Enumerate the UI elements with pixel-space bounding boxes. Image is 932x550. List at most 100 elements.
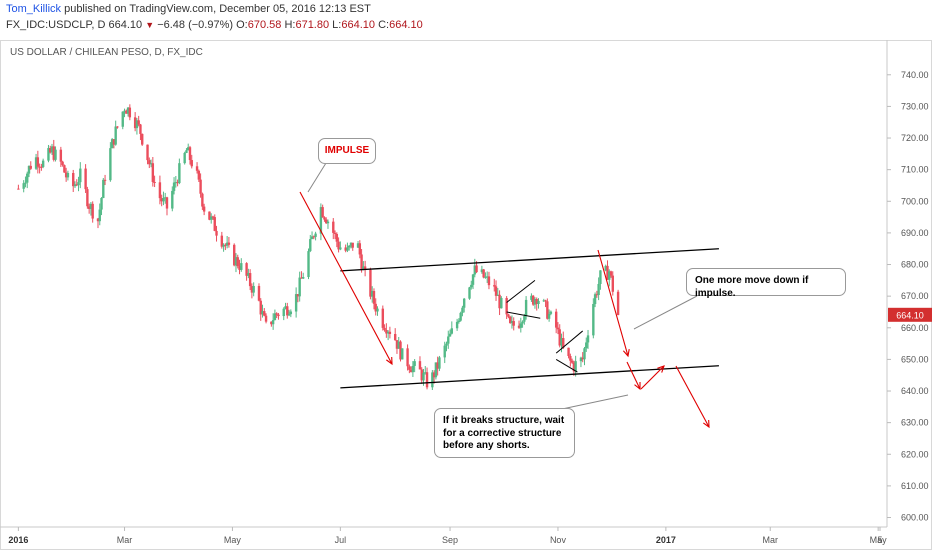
bear-candle-body xyxy=(91,203,94,219)
bull-candle-body xyxy=(41,160,45,167)
time-tick-label: 2016 xyxy=(8,535,28,545)
bear-candle-body xyxy=(325,219,328,224)
bull-candle-body xyxy=(66,172,70,178)
bull-candle-body xyxy=(468,287,471,299)
bear-candle-body xyxy=(395,340,399,349)
bull-candle-body xyxy=(457,320,461,322)
bear-candle-body xyxy=(36,157,40,167)
bear-candle-body xyxy=(300,277,303,279)
price-tick-label: 730.00 xyxy=(901,101,929,111)
bear-candle-body xyxy=(595,294,599,296)
bear-candle-body xyxy=(199,179,202,194)
bear-candle-body xyxy=(176,182,179,184)
bull-candle-body xyxy=(370,290,374,297)
bull-candle-body xyxy=(356,243,360,248)
bull-candle-body xyxy=(339,247,342,250)
bull-candle-body xyxy=(222,244,225,247)
bull-candle-body xyxy=(510,321,514,324)
bear-candle-body xyxy=(616,291,620,315)
bear-candle-body xyxy=(139,124,142,134)
bear-candle-body xyxy=(202,206,206,212)
bull-candle-body xyxy=(252,285,255,293)
price-tick-label: 600.00 xyxy=(901,513,929,523)
channel-lower-line xyxy=(340,365,719,389)
bull-candle-body xyxy=(289,311,293,315)
bear-candle-body xyxy=(64,172,68,178)
impulse-note[interactable]: IMPULSE xyxy=(318,138,376,164)
bull-candle-body xyxy=(149,163,153,165)
bull-candle-body xyxy=(47,148,50,161)
bull-candle-body xyxy=(500,297,503,309)
bull-candle-body xyxy=(455,321,459,329)
bull-candle-body xyxy=(89,203,93,209)
bear-candle-body xyxy=(141,133,144,145)
bull-candle-body xyxy=(307,251,310,278)
bear-candle-body xyxy=(146,144,149,161)
move-down-note[interactable]: One more move down if impulse. xyxy=(686,268,846,299)
close-value: 664.10 xyxy=(389,19,423,31)
bear-candle-body xyxy=(125,110,128,114)
price-tick-label: 650.00 xyxy=(901,354,929,364)
bear-candle-body xyxy=(248,273,252,287)
bear-candle-body xyxy=(420,369,423,381)
bear-candle-body xyxy=(432,372,436,378)
bull-candle-body xyxy=(98,209,101,222)
bear-candle-body xyxy=(409,369,413,373)
price-tick-label: 630.00 xyxy=(901,418,929,428)
high-value: 671.80 xyxy=(295,19,330,31)
wedge-line xyxy=(555,330,584,354)
bull-candle-body xyxy=(271,320,275,325)
bear-candle-body xyxy=(103,179,107,181)
bull-candle-body xyxy=(438,357,441,369)
bear-candle-body xyxy=(208,211,211,220)
bear-candle-body xyxy=(160,198,163,202)
bull-candle-body xyxy=(319,207,323,234)
bull-candle-body xyxy=(496,294,500,296)
bear-candle-body xyxy=(498,294,501,309)
bull-candle-body xyxy=(183,152,186,164)
bull-candle-body xyxy=(560,338,563,346)
bear-candle-body xyxy=(385,330,388,334)
bear-candle-body xyxy=(250,286,254,293)
bull-candle-body xyxy=(27,165,31,174)
callout-pointer xyxy=(307,162,327,193)
symbol-legend: FX_IDC:USDCLP, D 664.10 ▼ −6.48 (−0.97%)… xyxy=(6,19,423,31)
price-change: −6.48 (−0.97%) xyxy=(157,19,234,31)
price-tick-label: 740.00 xyxy=(901,70,929,80)
bull-candle-body xyxy=(314,233,317,237)
bear-candle-body xyxy=(257,285,261,301)
series-title: US DOLLAR / CHILEAN PESO, D, FX_IDC xyxy=(10,47,203,58)
continuation-down-arrow-head xyxy=(703,419,710,429)
bear-candle-body xyxy=(554,311,558,328)
bull-candle-body xyxy=(79,168,82,183)
bull-candle-body xyxy=(109,148,112,181)
bear-candle-body xyxy=(112,139,116,145)
bull-candle-body xyxy=(178,163,181,184)
low-label: L: xyxy=(332,19,342,31)
bull-candle-body xyxy=(326,221,330,224)
bull-candle-body xyxy=(302,277,305,279)
bear-candle-body xyxy=(52,146,55,160)
bear-candle-body xyxy=(263,311,266,316)
down-triangle-icon: ▼ xyxy=(145,20,155,30)
bull-candle-body xyxy=(443,345,446,358)
bear-candle-body xyxy=(87,206,91,209)
projected-down-arrow xyxy=(597,249,629,357)
bear-candle-body xyxy=(49,148,52,153)
bear-candle-body xyxy=(61,161,64,166)
bear-candle-body xyxy=(220,235,224,247)
bear-candle-body xyxy=(344,247,347,251)
bull-candle-body xyxy=(424,372,427,374)
bull-candle-body xyxy=(126,107,130,114)
bear-candle-body xyxy=(507,314,510,317)
break-down-arrow-head xyxy=(634,381,641,391)
bear-candle-body xyxy=(546,301,549,319)
bull-candle-body xyxy=(450,328,454,334)
author-link[interactable]: Tom_Killick xyxy=(6,3,62,15)
bull-candle-body xyxy=(284,306,287,309)
bear-candle-body xyxy=(40,166,43,168)
bull-candle-body xyxy=(484,276,487,278)
projected-down-arrow-head xyxy=(622,349,630,358)
breaks-structure-note[interactable]: If it breaks structure, wait for a corre… xyxy=(434,408,575,458)
